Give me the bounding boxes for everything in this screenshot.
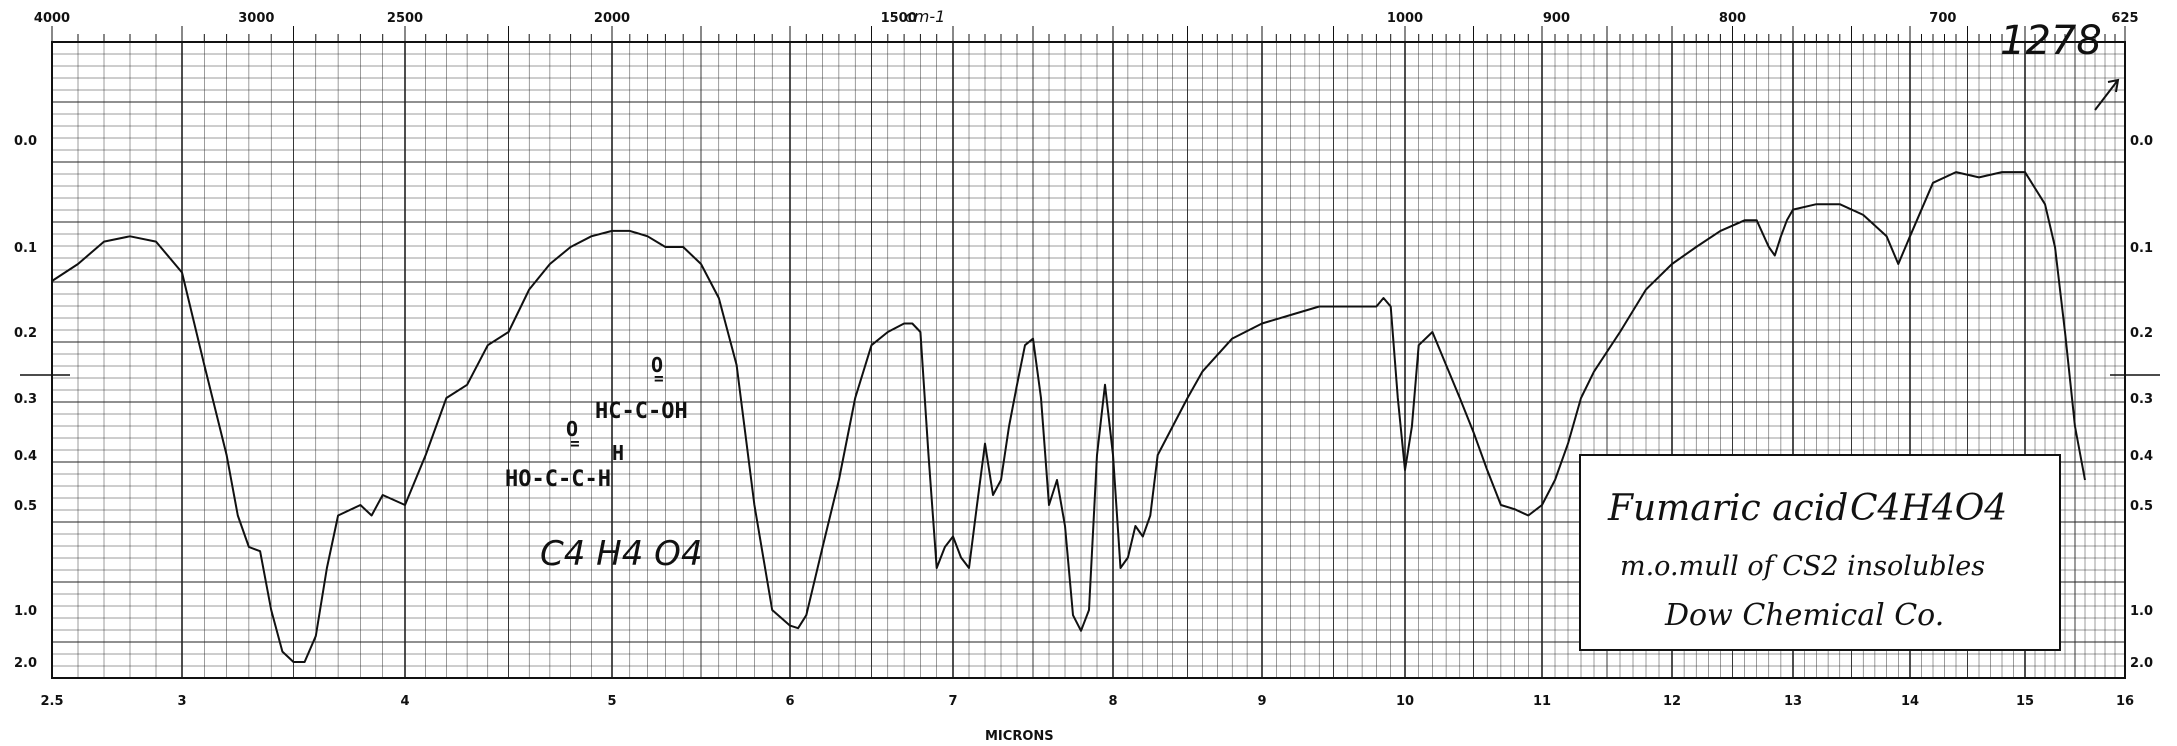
top-tick-label: 700 [1929,11,1956,26]
structure-line: O [651,353,663,377]
left-absorbance-axis: 0.0 0.1 0.2 0.3 0.4 0.5 1.0 2.0 [14,134,37,671]
top-tick-label: 625 [2111,11,2138,26]
top-tick-label: 1500 [881,11,917,26]
structure-line: HC-C-OH [595,399,688,424]
top-axis-unit-label: cm-1 [905,7,945,26]
right-tick-label: 0.1 [2130,241,2153,256]
structure-line: = [654,369,664,388]
bottom-tick-label: 4 [400,694,409,709]
top-tick-label: 2000 [594,11,630,26]
source-note: Dow Chemical Co. [1664,598,1944,633]
formula-note: C4 H4 O4 [540,534,703,574]
right-tick-label: 1.0 [2130,604,2153,619]
top-tick-label: 900 [1543,11,1570,26]
structure-line: O [566,417,578,441]
top-wavenumber-ruler [51,26,2126,42]
end-arrow [2094,78,2120,111]
bottom-tick-label: 12 [1663,694,1681,709]
plot-frame [20,41,2160,679]
spectrum-id: 1278 [2000,18,2102,64]
right-tick-label: 0.4 [2130,449,2153,464]
left-tick-label: 0.1 [14,241,37,256]
bottom-tick-label: 5 [607,694,616,709]
top-tick-label: 4000 [34,11,70,26]
right-absorbance-axis: 0.0 0.1 0.2 0.3 0.4 0.5 1.0 2.0 [2130,134,2153,671]
bottom-tick-label: 6 [785,694,794,709]
label-box: Fumaric acid C4H4O4 m.o.mull of CS2 inso… [1579,454,2061,651]
left-tick-label: 0.4 [14,449,37,464]
plot-border [51,41,2126,679]
sample-note: m.o.mull of CS2 insolubles [1620,551,1985,582]
top-tick-label: 3000 [238,11,274,26]
bottom-tick-label: 15 [2016,694,2034,709]
left-tick-label: 0.5 [14,499,37,514]
bottom-tick-label: 11 [1533,694,1551,709]
left-tick-label: 2.0 [14,656,37,671]
label-box-border [1579,454,2061,651]
bottom-tick-label: 2.5 [40,694,63,709]
left-tick-label: 0.0 [14,134,37,149]
top-tick-label: 1000 [1387,11,1423,26]
bottom-tick-label: 7 [948,694,957,709]
top-tick-label: 2500 [387,11,423,26]
bottom-tick-label: 3 [177,694,186,709]
structure-line: HO-C-C-H [505,467,611,492]
bottom-micron-axis: 2.5 3 4 5 6 7 8 9 10 11 12 13 14 15 16 [40,694,2134,709]
top-wavenumber-axis: 4000 3000 2500 2000 1500 1000 900 800 700 625 [34,11,2139,26]
bottom-tick-label: 13 [1784,694,1802,709]
structure-sketch: O=HC-C-OHO= HHO-C-C-H [505,353,688,492]
bottom-axis-unit-label: MICRONS [985,729,1054,744]
compound-name: Fumaric acid [1607,488,1848,529]
right-tick-label: 0.2 [2130,326,2153,341]
left-tick-label: 1.0 [14,604,37,619]
bottom-tick-label: 9 [1257,694,1266,709]
right-tick-label: 0.3 [2130,392,2153,407]
right-tick-label: 0.0 [2130,134,2153,149]
bottom-tick-label: 16 [2116,694,2134,709]
spectrum-line [51,171,2086,663]
left-tick-label: 0.3 [14,392,37,407]
structure-line: H [612,441,624,465]
right-tick-label: 2.0 [2130,656,2153,671]
bottom-tick-label: 10 [1396,694,1414,709]
top-tick-label: 800 [1719,11,1746,26]
spectrum-curve [51,78,2120,663]
right-tick-label: 0.5 [2130,499,2153,514]
bottom-tick-label: 14 [1901,694,1919,709]
bottom-tick-label: 8 [1108,694,1117,709]
left-tick-label: 0.2 [14,326,37,341]
structure-line: = [570,434,580,453]
compound-formula: C4H4O4 [1850,488,2007,529]
